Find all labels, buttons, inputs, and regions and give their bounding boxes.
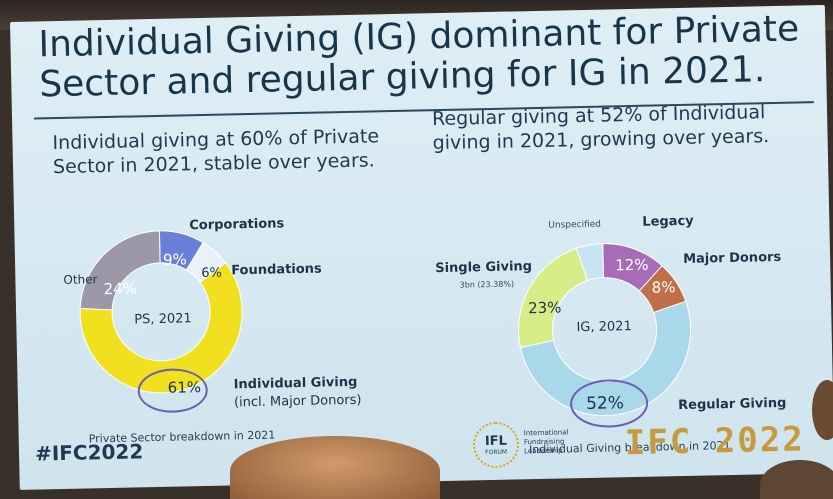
ig-legacy-pct: 12%	[615, 255, 649, 275]
ig-regular-label: Regular Giving	[678, 395, 787, 414]
event-hashtag: #IFC2022	[34, 439, 144, 466]
ig-unspecified-label: Unspecified	[548, 219, 602, 231]
ifl-logo-text: IFL	[484, 433, 508, 450]
ig-single-label: Single Giving	[435, 259, 533, 277]
ps-other-pct: 24%	[103, 279, 138, 299]
ps-other-label: Other	[63, 272, 98, 287]
ifl-description: International Fundraising Leadership	[523, 428, 569, 456]
audience-head	[230, 436, 440, 499]
presentation-slide: Individual Giving (IG) dominant for Priv…	[10, 4, 833, 490]
ig-legacy-label: Legacy	[642, 213, 694, 230]
ifl-forum-logo: IFL FORUM	[472, 421, 520, 469]
slice-individual-giving	[79, 262, 243, 394]
ps-highlight-oval	[137, 367, 209, 414]
ig-major-donors-label: Major Donors	[682, 249, 782, 267]
audience-head-right	[760, 460, 833, 499]
ig-single-pct: 23%	[527, 298, 562, 318]
ig-center-label: IG, 2021	[576, 319, 632, 336]
right-subtitle: Regular giving at 52% of Individual givi…	[431, 101, 770, 155]
slice-regular-giving	[519, 300, 692, 417]
ps-corporations-pct: 9%	[162, 250, 187, 269]
ps-individual-label: Individual Giving	[233, 374, 358, 393]
private-sector-donut-chart	[79, 230, 243, 394]
individual-giving-donut-chart	[518, 243, 692, 417]
audience-person-edge	[812, 380, 833, 440]
ig-major-donors-pct: 8%	[651, 278, 676, 297]
ps-foundations-pct: 6%	[201, 265, 223, 282]
slice-unspecified	[575, 243, 604, 282]
ig-highlight-oval	[569, 378, 649, 429]
slice-other	[79, 230, 161, 311]
ps-foundations-label: Foundations	[231, 261, 322, 279]
ps-individual-label-sub: (incl. Major Donors)	[233, 392, 362, 411]
ig-single-annotation: 3bn (23.38%)	[459, 279, 515, 290]
ps-corporations-label: Corporations	[189, 216, 285, 234]
slide-title: Individual Giving (IG) dominant for Priv…	[38, 8, 820, 105]
ifl-logo-sub: FORUM	[485, 448, 508, 457]
ifc-2022-logo: IFC 2022	[624, 419, 806, 464]
ps-center-label: PS, 2021	[134, 311, 192, 328]
left-subtitle: Individual giving at 60% of Private Sect…	[52, 125, 380, 179]
